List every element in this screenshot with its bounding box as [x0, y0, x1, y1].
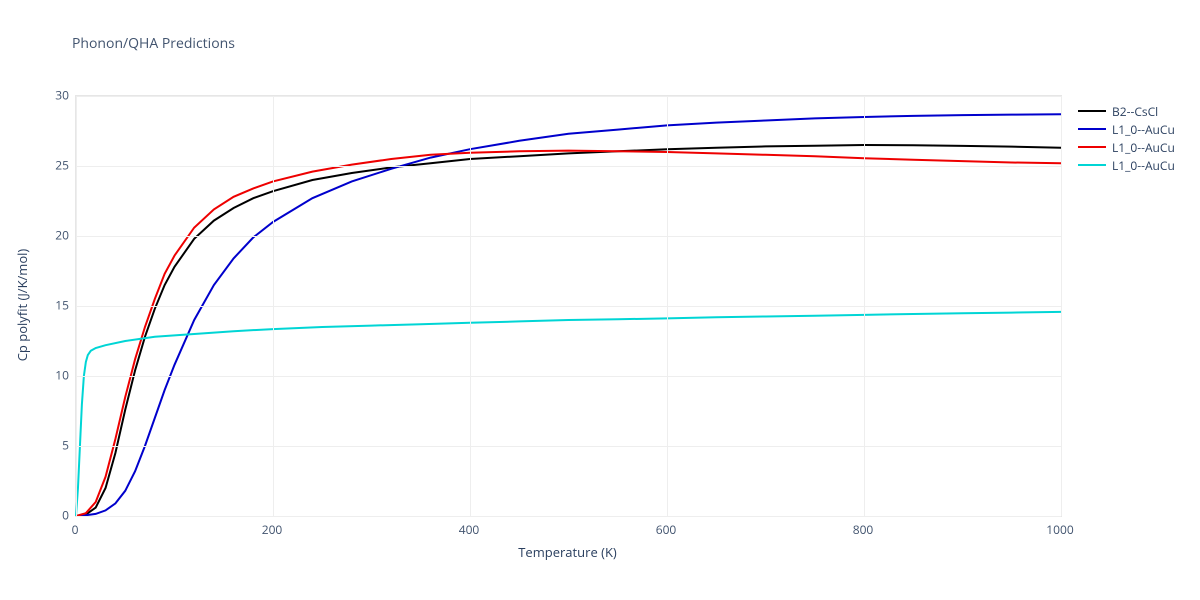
legend-label: L1_0--AuCu [1112, 139, 1175, 156]
y-tick-label: 20 [45, 227, 69, 244]
legend-swatch [1078, 164, 1106, 166]
chart-title: Phonon/QHA Predictions [72, 34, 235, 53]
y-gridline [76, 166, 1061, 167]
y-gridline [76, 446, 1061, 447]
y-tick-label: 5 [45, 437, 69, 454]
y-gridline [76, 516, 1061, 517]
legend[interactable]: B2--CsClL1_0--AuCuL1_0--AuCuL1_0--AuCu [1078, 102, 1175, 174]
x-tick-label: 200 [262, 521, 283, 538]
legend-swatch [1078, 128, 1106, 130]
legend-item[interactable]: L1_0--AuCu [1078, 120, 1175, 138]
plot-area[interactable] [75, 95, 1062, 517]
legend-item[interactable]: L1_0--AuCu [1078, 138, 1175, 156]
y-tick-label: 0 [45, 507, 69, 524]
legend-swatch [1078, 110, 1106, 112]
x-gridline [1061, 96, 1062, 516]
series-line-3[interactable] [76, 312, 1061, 516]
series-line-2[interactable] [76, 151, 1061, 516]
y-gridline [76, 376, 1061, 377]
x-tick-label: 800 [853, 521, 874, 538]
legend-label: L1_0--AuCu [1112, 157, 1175, 174]
x-tick-label: 400 [459, 521, 480, 538]
y-tick-label: 25 [45, 157, 69, 174]
y-gridline [76, 306, 1061, 307]
x-tick-label: 0 [72, 521, 79, 538]
legend-swatch [1078, 146, 1106, 148]
legend-label: B2--CsCl [1112, 103, 1158, 120]
chart-container: Phonon/QHA Predictions Temperature (K) C… [0, 0, 1200, 600]
y-tick-label: 10 [45, 367, 69, 384]
x-tick-label: 600 [656, 521, 677, 538]
y-axis-title: Cp polyfit (J/K/mol) [13, 249, 31, 362]
y-tick-label: 15 [45, 297, 69, 314]
x-tick-label: 1000 [1046, 521, 1073, 538]
legend-item[interactable]: L1_0--AuCu [1078, 156, 1175, 174]
series-line-0[interactable] [76, 145, 1061, 516]
y-tick-label: 30 [45, 87, 69, 104]
y-gridline [76, 236, 1061, 237]
x-axis-title: Temperature (K) [518, 543, 617, 561]
legend-item[interactable]: B2--CsCl [1078, 102, 1175, 120]
series-line-1[interactable] [76, 114, 1061, 516]
y-gridline [76, 96, 1061, 97]
legend-label: L1_0--AuCu [1112, 121, 1175, 138]
